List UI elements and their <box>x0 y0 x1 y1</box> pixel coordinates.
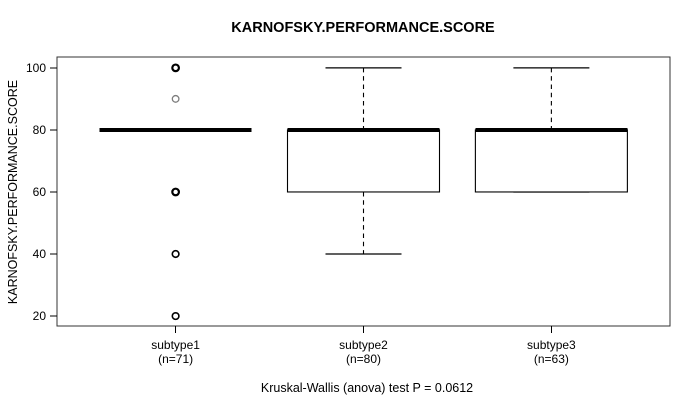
outlier-point-subtype1 <box>171 187 181 197</box>
y-tick-label: 60 <box>33 185 47 199</box>
y-tick-label: 100 <box>26 61 46 75</box>
outlier-point-subtype1 <box>171 94 180 103</box>
x-category-label: subtype1 <box>151 338 200 352</box>
iqr-box-subtype2 <box>286 129 441 193</box>
outlier-point-subtype1 <box>171 311 180 321</box>
y-tick-label: 40 <box>33 247 47 261</box>
stat-test-caption: Kruskal-Wallis (anova) test P = 0.0612 <box>261 381 473 395</box>
x-category-count: (n=80) <box>346 352 381 366</box>
plot-content: 20 40 60 80 100 subtype1(n=71) subtype2(n=80) s… <box>26 61 628 366</box>
iqr-box-subtype3 <box>474 129 628 193</box>
x-category-label: subtype2 <box>339 338 388 352</box>
outlier-point-subtype1 <box>171 63 181 73</box>
y-tick-label: 80 <box>33 123 47 137</box>
x-category-label: subtype3 <box>527 338 576 352</box>
x-category-count: (n=63) <box>534 352 569 366</box>
y-tick-label: 20 <box>33 309 47 323</box>
x-category-count: (n=71) <box>158 352 193 366</box>
y-axis-label: KARNOFSKY.PERFORMANCE.SCORE <box>6 80 20 304</box>
chart-title: KARNOFSKY.PERFORMANCE.SCORE <box>231 20 495 36</box>
outlier-point-subtype1 <box>171 249 180 259</box>
